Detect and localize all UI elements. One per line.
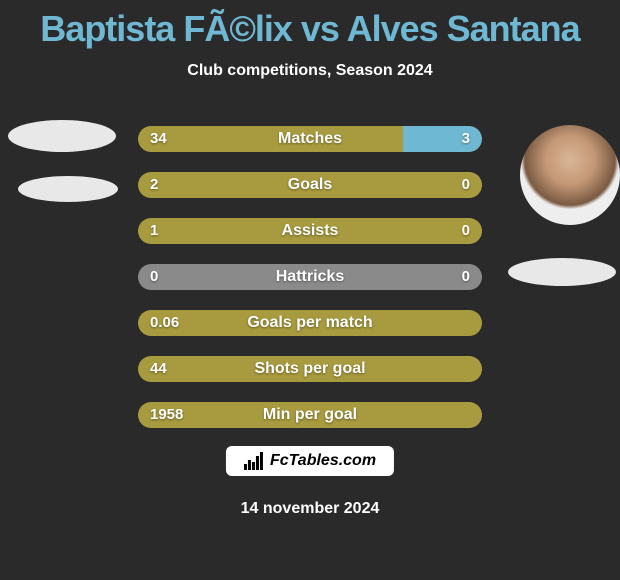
avatar-right-shadow: [508, 258, 616, 286]
avatar-right: [520, 125, 620, 225]
page-title: Baptista FÃ©lix vs Alves Santana: [0, 0, 620, 50]
avatar-left-placeholder-2: [18, 176, 118, 202]
bar-row: 0.06Goals per match: [138, 310, 482, 336]
bar-label: Min per goal: [138, 402, 482, 428]
avatar-left-placeholder-1: [8, 120, 116, 152]
datestamp: 14 november 2024: [0, 500, 620, 518]
watermark-text: FcTables.com: [270, 452, 376, 470]
bar-row: 343Matches: [138, 126, 482, 152]
fctables-icon: [244, 452, 264, 470]
bar-row: 10Assists: [138, 218, 482, 244]
watermark: FcTables.com: [226, 446, 394, 476]
bar-label: Hattricks: [138, 264, 482, 290]
bar-row: 44Shots per goal: [138, 356, 482, 382]
comparison-bars: 343Matches 20Goals 10Assists 00Hattricks 0.0…: [138, 126, 482, 448]
bar-label: Shots per goal: [138, 356, 482, 382]
bar-row: 20Goals: [138, 172, 482, 198]
bar-label: Assists: [138, 218, 482, 244]
bar-label: Matches: [138, 126, 482, 152]
bar-label: Goals: [138, 172, 482, 198]
bar-row: 00Hattricks: [138, 264, 482, 290]
bar-label: Goals per match: [138, 310, 482, 336]
bar-row: 1958Min per goal: [138, 402, 482, 428]
avatar-right-image: [520, 125, 620, 225]
subtitle: Club competitions, Season 2024: [0, 62, 620, 80]
